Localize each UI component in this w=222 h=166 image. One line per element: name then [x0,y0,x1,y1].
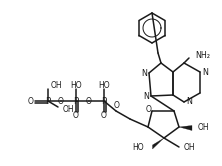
Text: O: O [86,96,92,106]
Text: P: P [101,96,107,106]
Text: N: N [143,91,149,100]
Polygon shape [179,125,192,130]
Text: O: O [101,112,107,121]
Text: O: O [28,96,34,106]
Text: HO: HO [98,81,110,89]
Text: N: N [186,97,192,107]
Text: P: P [73,96,79,106]
Text: NH₂: NH₂ [195,50,210,59]
Text: HO: HO [70,81,82,89]
Text: P: P [46,96,51,106]
Text: OH: OH [198,124,210,132]
Text: OH: OH [184,142,196,152]
Text: O: O [146,106,152,115]
Text: N: N [202,68,208,77]
Text: O: O [58,96,64,106]
Text: O: O [114,101,120,111]
Text: N: N [141,69,147,78]
Text: O: O [73,112,79,121]
Polygon shape [153,138,164,149]
Text: HO: HO [132,142,144,152]
Text: OH: OH [51,81,63,89]
Text: OH: OH [63,105,75,114]
